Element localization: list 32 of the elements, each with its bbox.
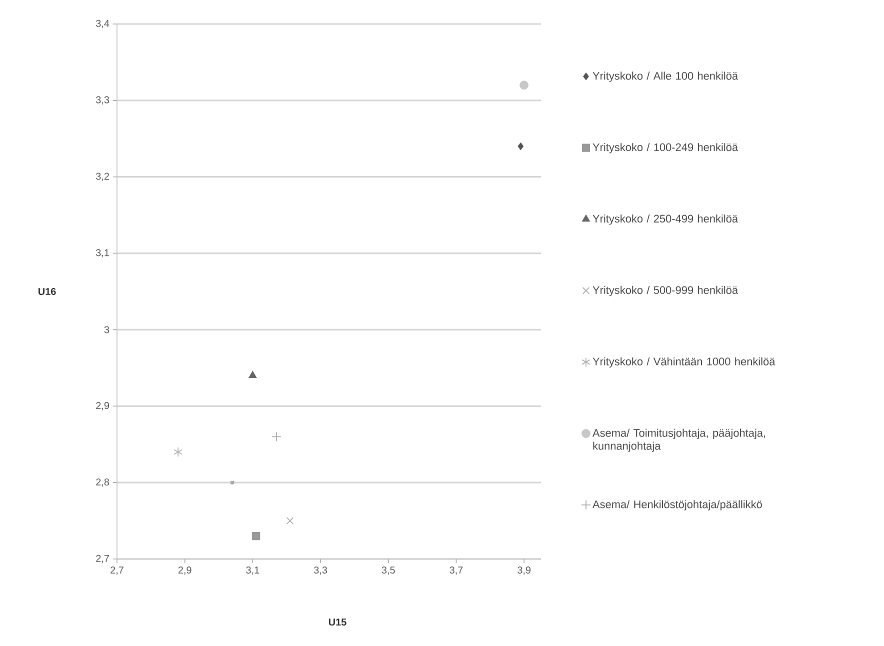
y-tick-label: 3,3	[96, 96, 110, 105]
x-tick-label: 3,9	[517, 566, 531, 575]
point	[271, 432, 282, 442]
x-tick-label: 3,5	[382, 566, 395, 575]
point	[286, 517, 294, 524]
x-tick-label: 3,7	[450, 566, 463, 575]
point	[252, 532, 260, 540]
point	[518, 142, 524, 150]
y-tick-label: 2,9	[96, 402, 110, 410]
point	[248, 371, 257, 378]
legend-label: Yrityskoko / 250-499 henkilöä	[592, 214, 738, 225]
point	[174, 447, 182, 457]
x-tick-label: 3,1	[246, 566, 260, 575]
legend-label: Yrityskoko / 500-999 henkilöä	[592, 286, 738, 296]
legend-label: Yrityskoko / 100-249 henkilöä	[592, 143, 738, 154]
point	[230, 480, 234, 484]
x-tick-label: 2,9	[178, 566, 192, 575]
y-tick-label: 2,8	[96, 478, 110, 487]
point	[520, 80, 528, 90]
y-axis-title: U16	[38, 288, 56, 296]
y-tick-label: 3,2	[96, 172, 109, 181]
legend-label: Asema/ Henkilöstöjohtaja/päällikkö	[592, 500, 762, 510]
y-tick-label: 2,7	[96, 554, 109, 564]
y-tick-label: 3	[104, 326, 110, 334]
legend-label: Asema/ Toimitusjohtaja, pääjohtaja, kunnanjohtaja	[592, 428, 766, 452]
legend-label: Yrityskoko / Vähintään 1000 henkilöä	[592, 357, 776, 368]
x-tick-label: 3,3	[314, 566, 328, 575]
legend-label: Yrityskoko / Alle 100 henkilöä	[592, 72, 738, 82]
x-tick-label: 2,7	[110, 566, 124, 575]
y-tick-label: 3,1	[96, 249, 109, 258]
y-tick-label: 3,4	[96, 20, 110, 28]
x-axis-title: U15	[328, 618, 346, 626]
